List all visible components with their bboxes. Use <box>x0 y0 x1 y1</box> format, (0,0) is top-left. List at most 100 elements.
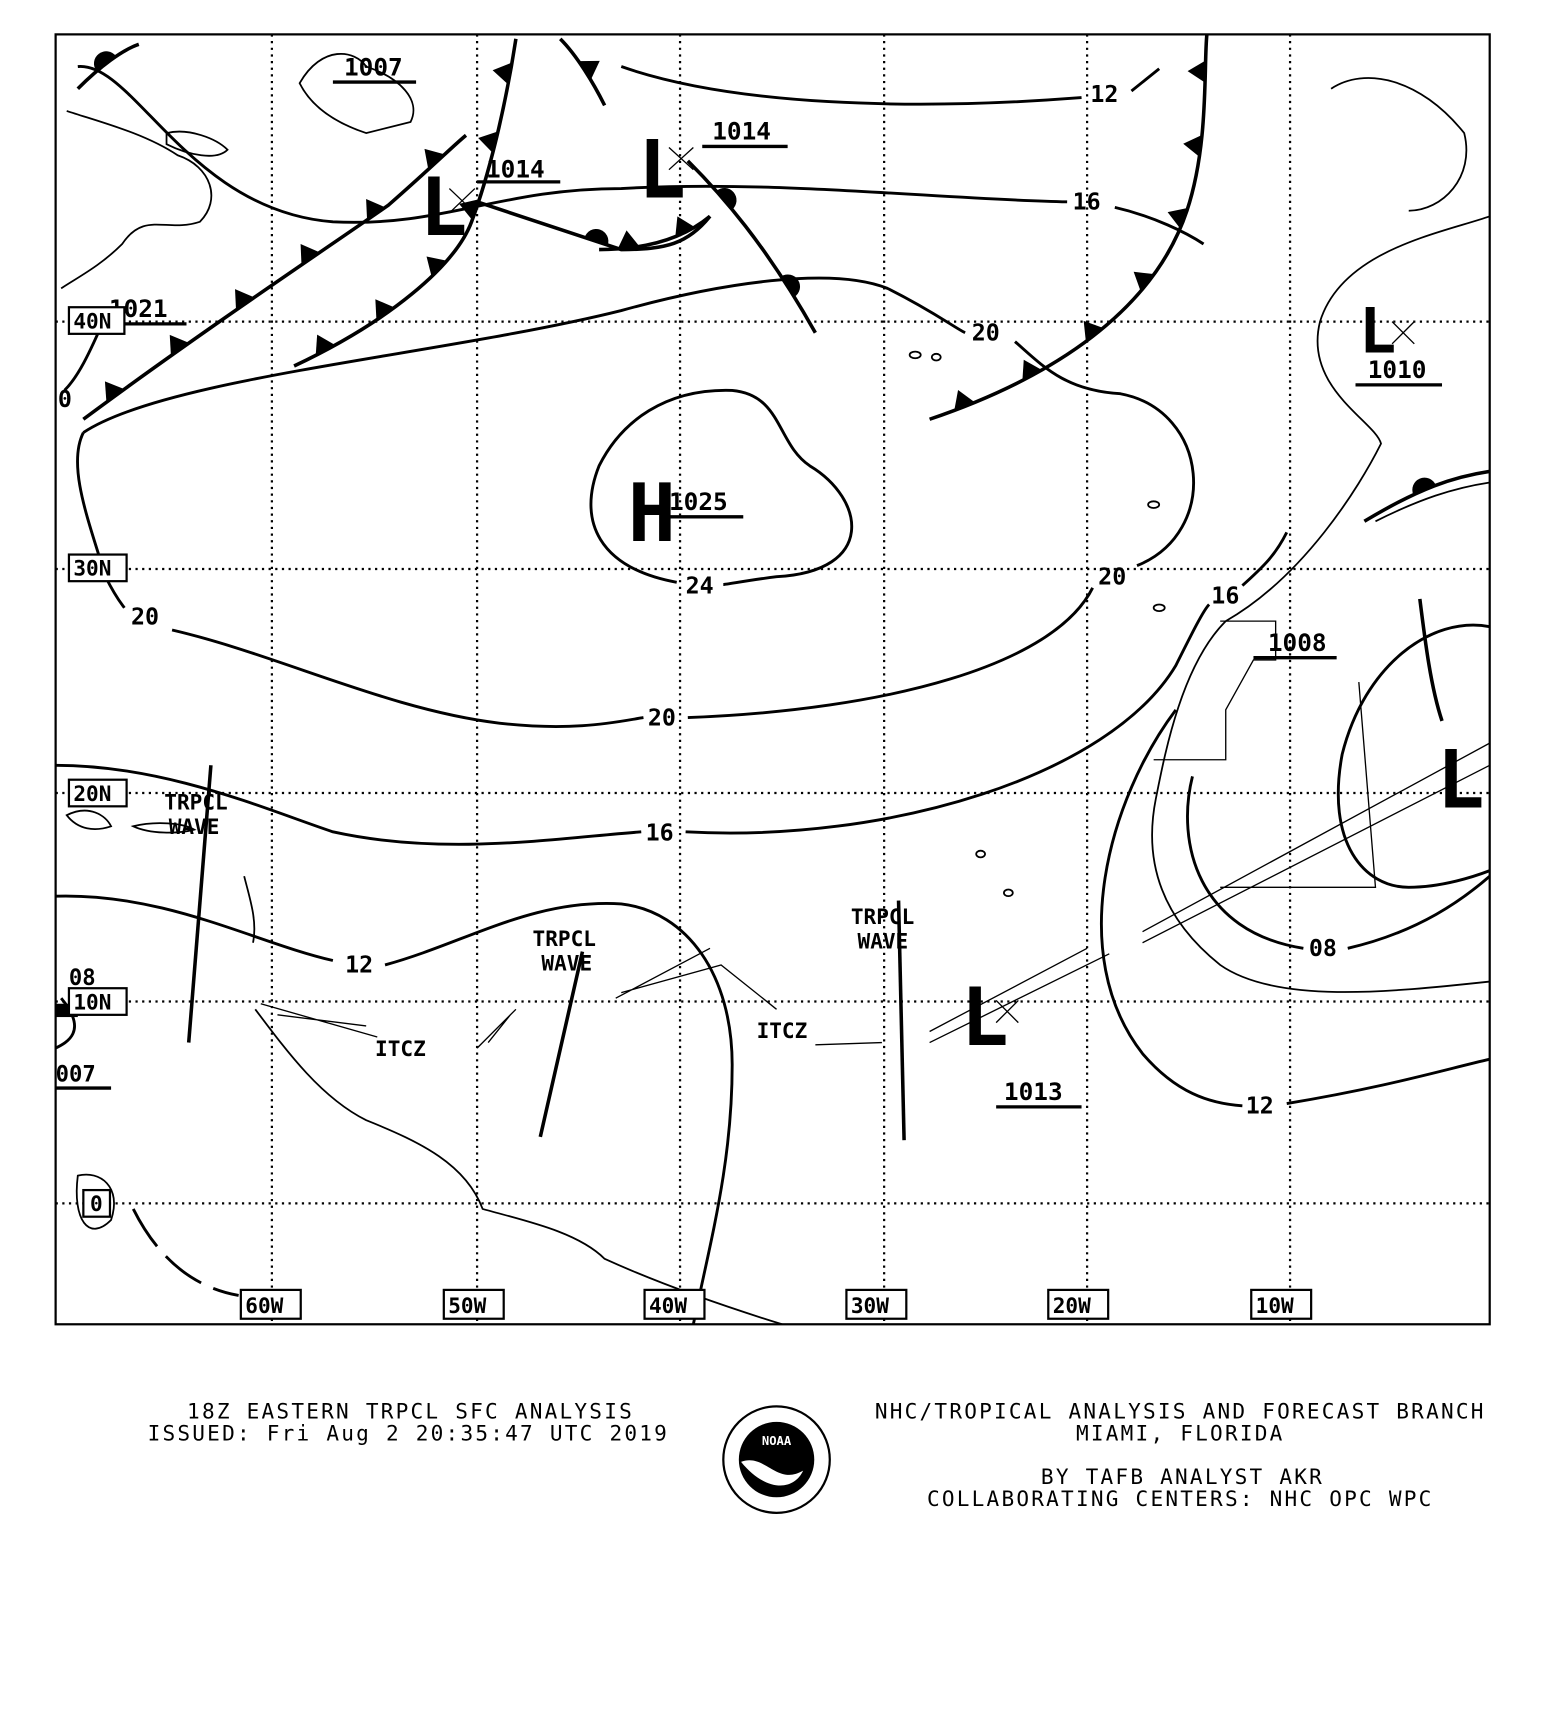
trough <box>1418 598 1444 722</box>
svg-text:12: 12 <box>1090 81 1118 108</box>
cold-front-triangle <box>1133 271 1155 292</box>
svg-text:TRPCL: TRPCL <box>164 790 227 815</box>
cold-front <box>559 37 607 107</box>
analysis-title: 18Z EASTERN TRPCL SFC ANALYSIS <box>187 1399 634 1424</box>
svg-text:24: 24 <box>686 572 714 599</box>
footer: 18Z EASTERN TRPCL SFC ANALYSIS ISSUED: F… <box>148 1399 1486 1514</box>
cold-front-triangle <box>478 131 499 153</box>
itcz-band <box>260 947 882 1049</box>
svg-text:10W: 10W <box>1256 1293 1294 1318</box>
svg-text:20: 20 <box>648 704 676 731</box>
svg-text:16: 16 <box>1073 189 1101 216</box>
warm-front <box>76 42 140 90</box>
cold-front-triangle <box>104 381 125 403</box>
isobar-west-edge <box>55 315 107 1050</box>
isobar-12-south <box>55 894 734 1325</box>
isobar-20-west <box>76 431 1094 728</box>
svg-text:1014: 1014 <box>712 117 771 146</box>
cold-front-triangle <box>375 299 395 321</box>
lat-lon-grid <box>55 34 1490 1325</box>
cold-front-triangle <box>424 148 445 170</box>
pressure-label: 1007 <box>344 52 403 81</box>
cold-front-triangle <box>954 389 975 411</box>
svg-text:ITCZ: ITCZ <box>757 1018 808 1043</box>
svg-text:16: 16 <box>1211 582 1239 609</box>
tropical-wave-axis <box>538 951 585 1138</box>
issued-time: ISSUED: Fri Aug 2 20:35:47 UTC 2019 <box>148 1421 669 1446</box>
svg-text:TRPCL: TRPCL <box>533 926 596 951</box>
warm-front-semicircle <box>1412 477 1436 495</box>
low-center: L 1014 <box>419 154 561 254</box>
svg-text:60W: 60W <box>245 1293 283 1318</box>
cold-front-triangle <box>426 256 448 277</box>
svg-text:L: L <box>638 123 686 216</box>
high-center: H 1025 <box>628 467 744 560</box>
svg-text:20: 20 <box>972 319 1000 346</box>
cold-front <box>599 214 712 252</box>
svg-text:1010: 1010 <box>1368 355 1427 384</box>
isobar-labels: 12 16 20 20 20 20 24 16 16 12 12 08 0 <box>58 81 1337 1120</box>
cold-front-triangle <box>315 334 336 356</box>
cold-front-triangle <box>578 60 600 80</box>
isobar-16-north <box>77 65 1205 246</box>
location: MIAMI, FLORIDA <box>1076 1421 1285 1446</box>
analyst: BY TAFB ANALYST AKR <box>1041 1464 1324 1489</box>
isobar-16-mid <box>55 531 1289 846</box>
axis-labels: 40N 30N 20N 10N 0 60W 50W 40W 30W 20W 10… <box>67 306 1313 1320</box>
svg-text:30N: 30N <box>73 556 111 581</box>
svg-text:12: 12 <box>1246 1093 1274 1120</box>
warm-front-semicircle <box>584 229 609 246</box>
tropical-wave-axis <box>186 765 213 1043</box>
cold-front-triangle <box>366 199 386 220</box>
cold-front-triangle <box>675 216 696 238</box>
warm-front-semicircle <box>93 51 116 71</box>
warm-front-semicircle <box>716 187 737 210</box>
agency: NHC/TROPICAL ANALYSIS AND FORECAST BRANC… <box>875 1399 1486 1424</box>
cold-front <box>293 38 518 368</box>
feature-labels: TRPCL WAVE TRPCL WAVE TRPCL WAVE ITCZ IT… <box>164 790 914 1061</box>
svg-text:H: H <box>628 467 676 560</box>
svg-text:L: L <box>1436 733 1484 826</box>
svg-text:WAVE: WAVE <box>858 928 909 953</box>
pressure-label: 007 <box>56 1061 96 1087</box>
cold-front-triangle <box>459 199 480 221</box>
low-center: L 1013 <box>961 971 1082 1109</box>
map-frame <box>54 33 1491 1326</box>
cold-front-triangle <box>1183 134 1203 157</box>
cold-front-triangle <box>1022 359 1042 381</box>
svg-text:10N: 10N <box>73 989 111 1014</box>
isobar-24 <box>589 388 853 586</box>
warm-front-semicircle <box>781 274 800 297</box>
svg-text:40W: 40W <box>649 1293 687 1318</box>
svg-text:1014: 1014 <box>486 154 545 183</box>
collaborating-centers: COLLABORATING CENTERS: NHC OPC WPC <box>927 1486 1434 1511</box>
pressure-label: 08 <box>69 965 96 991</box>
cold-front-triangle <box>1167 207 1189 229</box>
cold-front <box>929 34 1209 421</box>
svg-text:1025: 1025 <box>669 487 728 516</box>
cold-front-triangle <box>300 244 320 265</box>
svg-text:08: 08 <box>1309 935 1337 962</box>
svg-text:0: 0 <box>58 386 72 413</box>
cold-front-triangle <box>1083 320 1104 342</box>
svg-text:L: L <box>419 161 467 254</box>
svg-text:50W: 50W <box>448 1293 486 1318</box>
svg-text:1013: 1013 <box>1004 1077 1063 1106</box>
svg-text:16: 16 <box>646 820 674 847</box>
svg-text:20N: 20N <box>73 781 111 806</box>
svg-text:TRPCL: TRPCL <box>851 904 914 929</box>
isobar-08-east <box>1186 776 1490 950</box>
cold-front-triangle <box>169 334 190 356</box>
svg-text:20W: 20W <box>1053 1293 1091 1318</box>
isobars <box>55 65 1490 1325</box>
tropical-wave-axis <box>896 900 906 1141</box>
svg-text:L: L <box>1359 295 1396 368</box>
svg-text:12: 12 <box>345 952 373 979</box>
svg-text:NOAA: NOAA <box>762 1434 792 1448</box>
noaa-logo: NOAA <box>722 1405 831 1514</box>
isobar-sw <box>131 1208 239 1297</box>
cold-front-triangle <box>1187 60 1206 83</box>
svg-text:1008: 1008 <box>1268 628 1327 657</box>
isobar-08-loop <box>1336 623 1490 889</box>
